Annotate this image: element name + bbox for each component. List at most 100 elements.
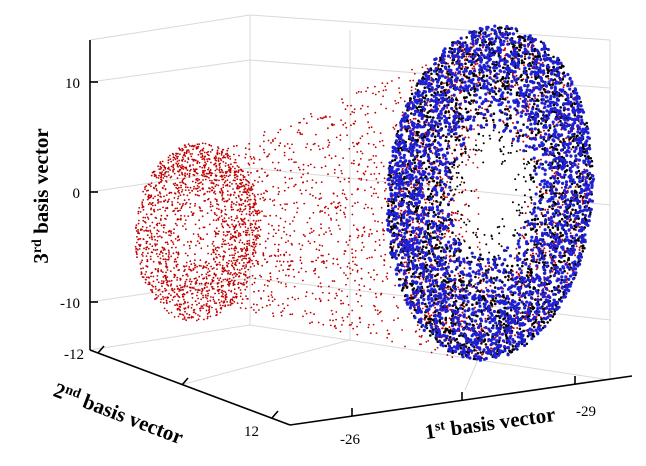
data-point	[245, 282, 248, 284]
data-point	[243, 243, 246, 246]
data-point	[234, 275, 237, 277]
data-point	[203, 151, 206, 154]
data-point	[184, 183, 187, 185]
data-point	[374, 309, 377, 311]
data-point	[277, 281, 280, 283]
data-point	[418, 222, 421, 225]
data-point	[182, 202, 185, 205]
data-point	[327, 173, 329, 176]
data-point	[255, 212, 257, 215]
data-point	[220, 223, 223, 225]
data-point	[546, 223, 549, 226]
data-point	[152, 248, 155, 251]
data-point	[198, 282, 201, 285]
data-point	[385, 188, 387, 190]
data-point	[221, 219, 224, 221]
data-point	[284, 220, 287, 223]
data-point	[234, 176, 236, 179]
data-point	[538, 62, 540, 65]
data-point	[530, 202, 533, 204]
data-point	[541, 147, 544, 151]
data-point	[221, 243, 224, 246]
data-point	[578, 249, 581, 251]
data-point	[576, 183, 579, 186]
data-point	[241, 220, 244, 222]
data-point	[359, 137, 362, 140]
data-point	[398, 91, 401, 94]
data-point	[300, 262, 303, 265]
data-point	[160, 236, 163, 239]
data-point	[258, 176, 261, 179]
data-point	[238, 275, 241, 277]
data-point	[490, 32, 493, 35]
data-point	[356, 325, 358, 328]
data-point	[208, 309, 210, 312]
data-point	[434, 306, 437, 309]
data-point	[421, 307, 424, 310]
data-point	[172, 252, 175, 255]
data-point	[150, 203, 153, 206]
data-point	[141, 259, 144, 262]
data-point	[547, 225, 550, 229]
data-point	[188, 244, 191, 247]
data-point	[293, 202, 295, 205]
data-point	[479, 253, 482, 256]
data-point	[160, 298, 163, 301]
data-point	[161, 246, 164, 249]
data-point	[208, 262, 210, 265]
data-point	[277, 193, 280, 196]
data-point	[570, 182, 574, 186]
data-point	[144, 216, 147, 219]
data-point	[145, 271, 148, 273]
data-point	[141, 204, 144, 207]
data-point	[226, 190, 229, 193]
data-point	[474, 306, 477, 309]
data-point	[430, 314, 433, 317]
data-point	[256, 234, 258, 236]
data-point	[473, 65, 475, 68]
data-point	[224, 184, 227, 187]
data-point	[190, 315, 193, 318]
data-point	[328, 227, 330, 229]
data-point	[236, 215, 238, 217]
data-point	[202, 296, 205, 299]
data-point	[570, 148, 573, 151]
data-point	[222, 186, 225, 189]
data-point	[348, 262, 350, 265]
data-point	[189, 283, 192, 285]
data-point	[215, 233, 217, 236]
data-point	[293, 285, 296, 288]
data-point	[248, 182, 251, 184]
data-point	[341, 172, 343, 175]
data-point	[198, 315, 201, 317]
data-point	[176, 239, 179, 242]
data-point	[212, 296, 215, 299]
data-point	[207, 282, 210, 285]
data-point	[216, 282, 219, 284]
data-point	[236, 186, 239, 189]
data-point	[410, 259, 413, 263]
data-point	[238, 286, 240, 289]
data-point	[234, 179, 236, 182]
data-point	[553, 172, 556, 175]
data-point	[554, 147, 558, 151]
data-point	[262, 148, 265, 151]
data-point	[253, 179, 256, 182]
data-point	[259, 211, 261, 214]
data-point	[357, 164, 360, 167]
data-point	[374, 93, 377, 96]
data-point	[271, 296, 274, 298]
data-point	[536, 258, 538, 261]
data-point	[250, 212, 253, 215]
data-point	[208, 311, 211, 313]
data-point	[169, 234, 172, 237]
data-point	[265, 215, 267, 218]
data-point	[297, 129, 300, 132]
data-point	[251, 262, 254, 265]
data-point	[208, 190, 211, 193]
data-point	[266, 285, 269, 287]
data-point	[197, 145, 200, 148]
data-point	[374, 305, 376, 308]
data-point	[321, 210, 324, 213]
data-point	[467, 290, 469, 292]
